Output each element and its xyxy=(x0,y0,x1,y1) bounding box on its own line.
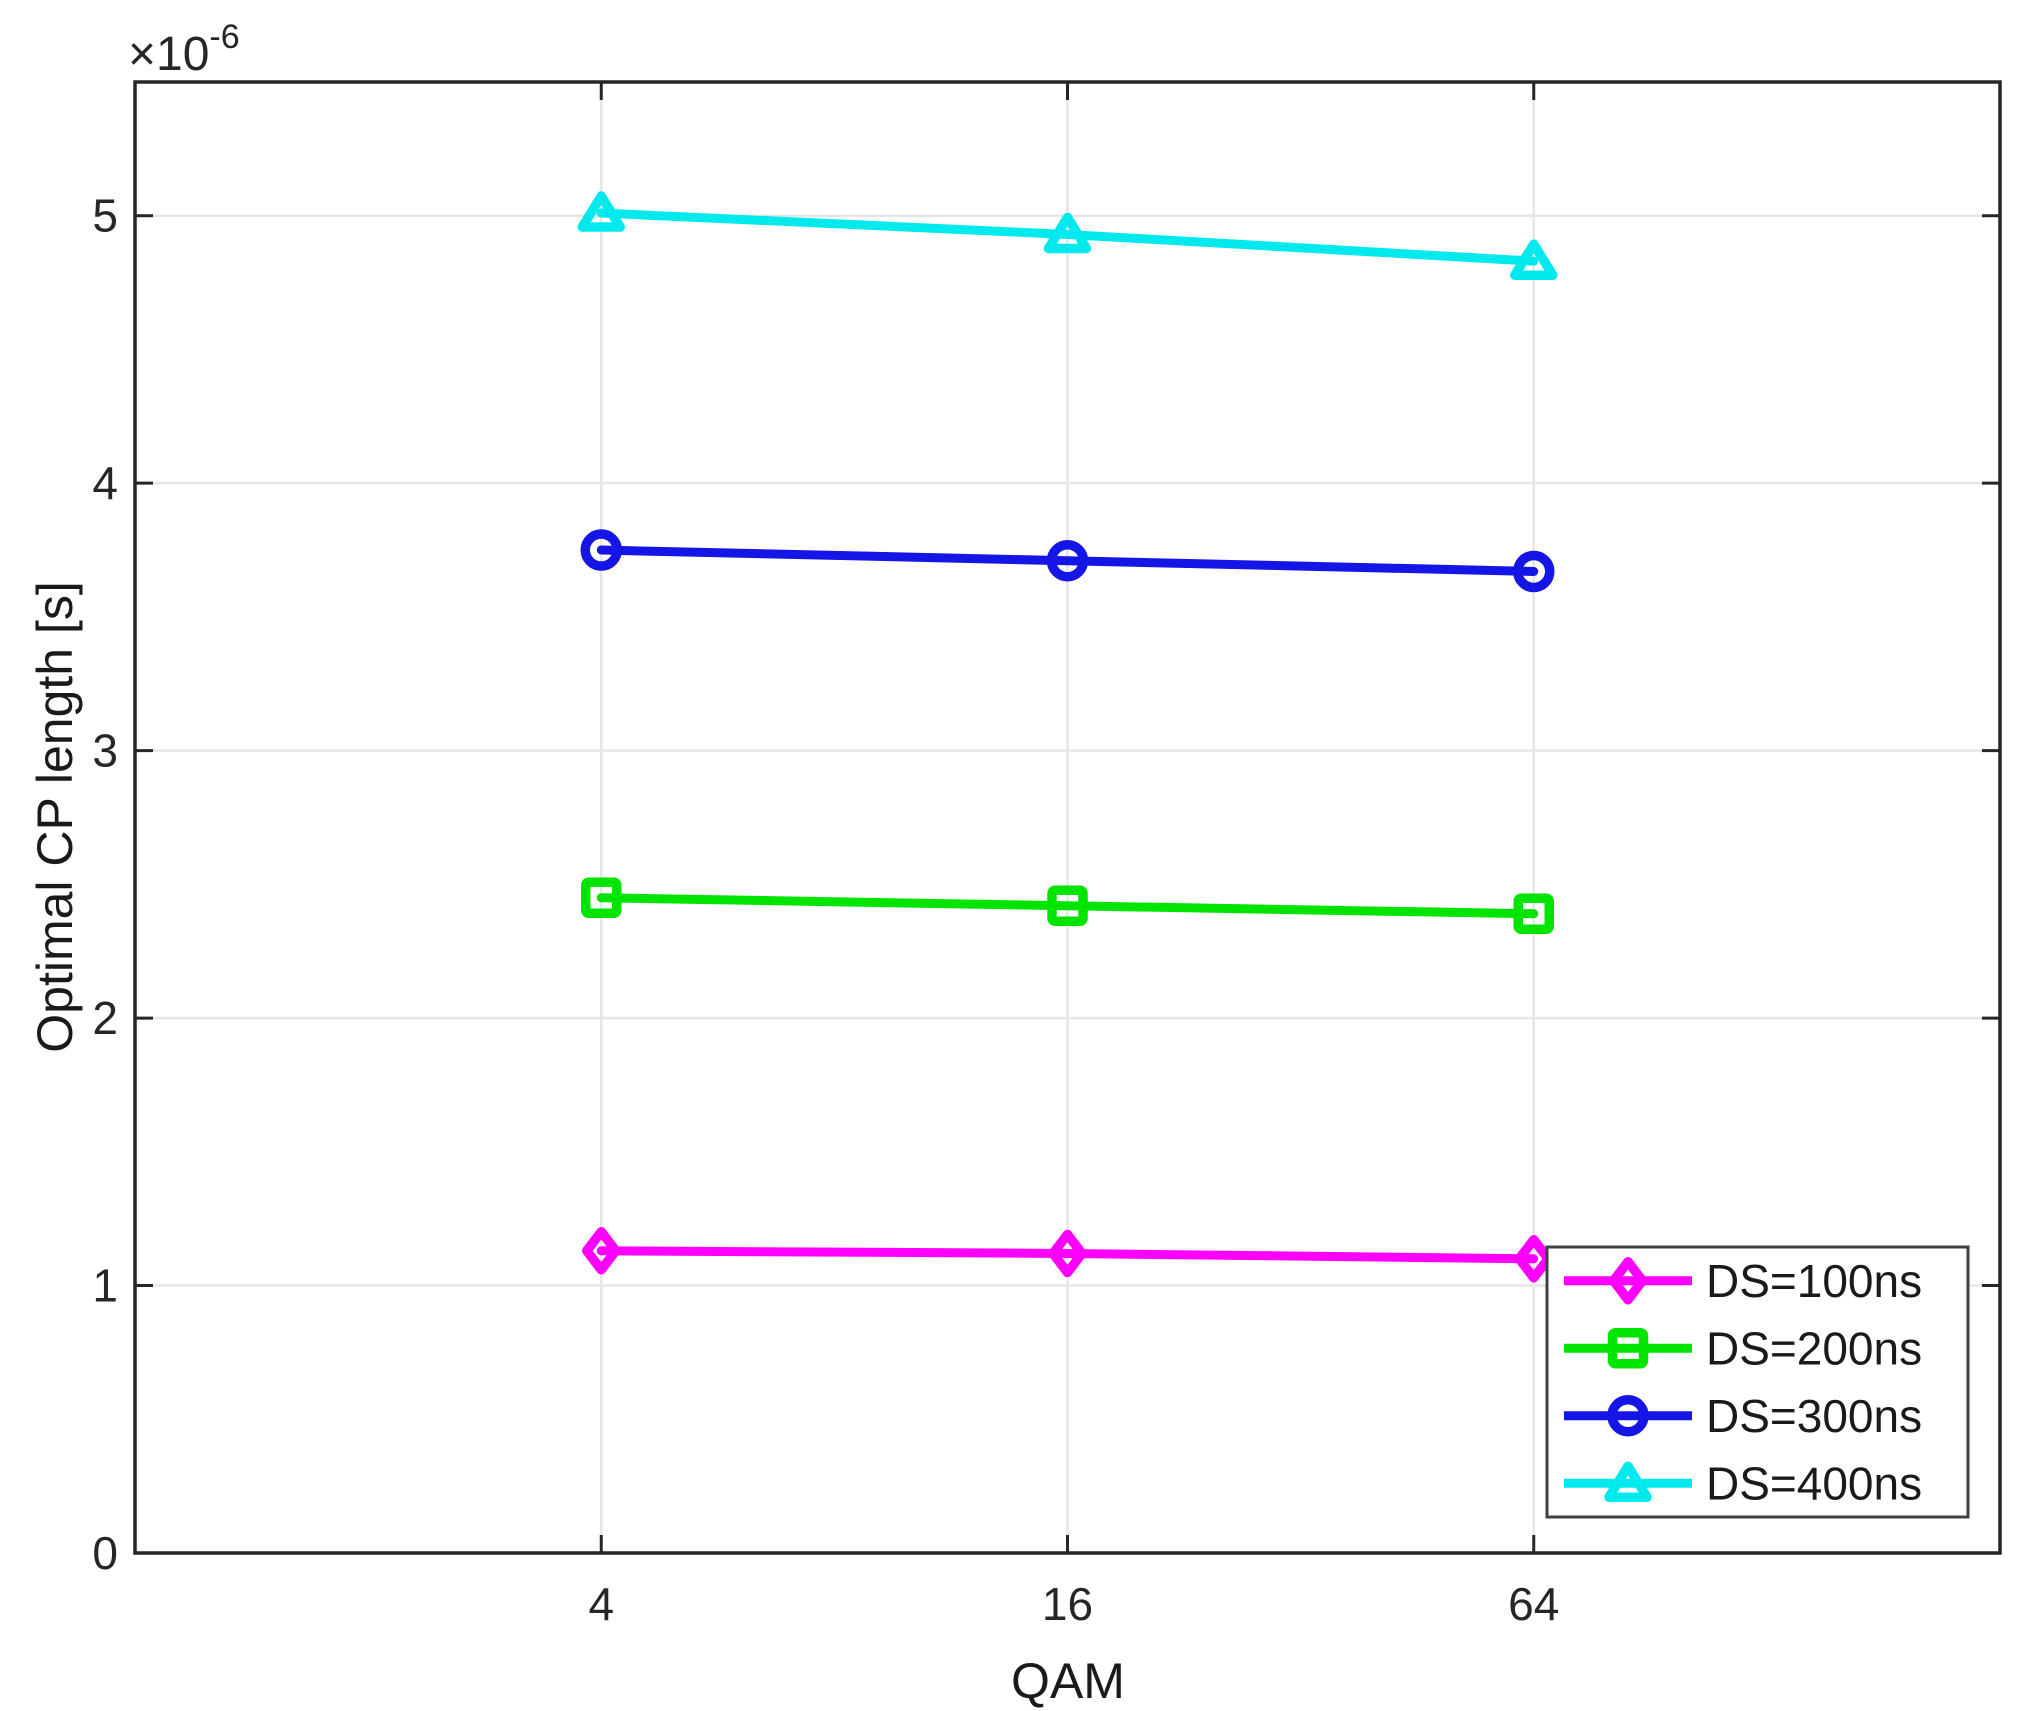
series-line-DS=100ns xyxy=(596,1246,1539,1264)
legend-entry: DS=400ns xyxy=(1564,1457,1922,1509)
marker-diamond xyxy=(582,1227,621,1275)
y-tick-label: 5 xyxy=(92,190,118,242)
series-line-DS=400ns xyxy=(596,208,1539,266)
marker-square xyxy=(581,877,622,918)
y-tick-label: 2 xyxy=(92,992,118,1044)
legend-label: DS=300ns xyxy=(1706,1390,1922,1442)
x-tick-label: 4 xyxy=(588,1578,614,1630)
marker-triangle xyxy=(1043,212,1092,254)
y-axis-offset-exponent: -6 xyxy=(209,18,240,56)
legend-label: DS=100ns xyxy=(1706,1255,1922,1307)
marker-circle xyxy=(1513,550,1555,593)
y-tick-label: 3 xyxy=(92,725,118,777)
y-tick-label: 0 xyxy=(92,1527,118,1579)
legend-entry: DS=200ns xyxy=(1564,1322,1922,1374)
marker-square xyxy=(1047,885,1088,927)
marker-diamond xyxy=(1514,1235,1553,1283)
marker-diamond xyxy=(1608,1257,1648,1305)
marker-triangle xyxy=(1604,1461,1652,1502)
x-tick-label: 64 xyxy=(1508,1578,1559,1630)
marker-square xyxy=(1607,1328,1649,1369)
y-tick-label: 1 xyxy=(92,1260,118,1312)
legend-label: DS=400ns xyxy=(1706,1457,1922,1509)
legend: DS=100ns DS=200ns DS=300ns DS=400ns xyxy=(1545,1245,1970,1519)
legend-entry: DS=300ns xyxy=(1564,1390,1922,1442)
y-tick-label: 4 xyxy=(92,457,118,509)
y-axis-offset-base: ×10 xyxy=(128,28,210,81)
y-axis-label: Optimal CP length [s] xyxy=(27,581,83,1053)
marker-circle xyxy=(1046,539,1089,582)
marker-square xyxy=(1513,893,1554,935)
marker-diamond xyxy=(1048,1229,1087,1278)
marker-circle xyxy=(580,529,622,571)
series-line-DS=300ns xyxy=(596,545,1539,576)
marker-triangle xyxy=(577,191,625,232)
legend-entry: DS=100ns xyxy=(1564,1255,1922,1307)
x-tick-label: 16 xyxy=(1042,1578,1093,1630)
series-line-DS=200ns xyxy=(596,893,1539,919)
marker-triangle xyxy=(1510,239,1558,280)
legend-label: DS=200ns xyxy=(1706,1322,1922,1374)
marker-circle xyxy=(1607,1395,1649,1437)
x-axis-label: QAM xyxy=(1011,1653,1125,1709)
y-axis-offset-label: ×10-6 xyxy=(128,18,240,82)
